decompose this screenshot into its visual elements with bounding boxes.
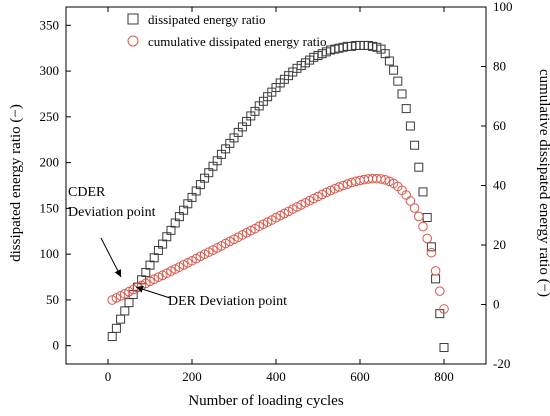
cder-data-point	[439, 304, 449, 314]
legend-label-der: dissipated energy ratio	[148, 12, 265, 27]
x-tick-label: 0	[105, 369, 112, 384]
der-data-point	[397, 89, 407, 99]
cder-data-point	[338, 180, 349, 191]
x-axis-title: Number of loading cycles	[188, 393, 344, 409]
y-right-tick-label: 20	[493, 237, 506, 252]
cder-data-point	[430, 266, 441, 276]
legend-marker-der	[127, 13, 139, 25]
y-left-tick-label: 150	[40, 200, 60, 215]
x-tick-label: 200	[182, 369, 202, 384]
y-axis-right-title: cumulative dissipated energy ratio (−)	[536, 69, 550, 297]
cder-data-point	[414, 211, 424, 222]
der-data-point	[439, 343, 449, 353]
y-right-tick-label: 60	[493, 118, 506, 133]
y-right-tick-label: 40	[493, 178, 506, 193]
der-data-point	[414, 162, 424, 172]
der-data-point	[405, 121, 415, 131]
cder-data-point	[405, 196, 416, 206]
y-left-tick-label: 300	[40, 63, 60, 78]
y-left-tick-label: 200	[40, 155, 60, 170]
cder-annotation-arrow	[100, 237, 122, 278]
der-data-point	[141, 267, 151, 277]
der-data-point	[426, 242, 436, 252]
legend-marker-cder	[127, 35, 139, 47]
y-axis-left: 0 50 100 150 200 250 300 350	[40, 17, 71, 353]
y-left-tick-label: 0	[53, 338, 60, 353]
der-data-point	[120, 306, 130, 316]
cder-data-point	[330, 183, 340, 194]
cder-annotation-line1: CDER	[68, 185, 106, 200]
der-data-point	[401, 104, 411, 114]
der-data-point	[410, 140, 420, 150]
der-data-point	[124, 298, 134, 308]
x-tick-label: 800	[434, 369, 454, 384]
cder-data-point	[325, 185, 336, 196]
cder-data-point	[380, 175, 391, 185]
y-left-tick-label: 350	[40, 17, 60, 32]
x-tick-label: 600	[350, 369, 370, 384]
annotations: CDER Deviation point DER Deviation point	[68, 185, 287, 309]
cder-data-point	[418, 221, 428, 232]
x-axis: 0 200 400 600 800	[105, 7, 454, 384]
series-cumulative-dissipated-energy-ratio	[107, 173, 449, 314]
der-data-point	[116, 314, 126, 324]
y-right-tick-label: 80	[493, 59, 506, 74]
y-right-tick-label: 100	[493, 0, 513, 14]
y-left-tick-label: 250	[40, 109, 60, 124]
y-left-tick-label: 100	[40, 246, 60, 261]
der-data-point	[149, 253, 159, 263]
cder-data-point	[334, 182, 344, 192]
cder-annotation-line2: Deviation point	[68, 205, 156, 220]
der-data-point	[145, 260, 155, 270]
cder-data-point	[321, 187, 332, 198]
der-data-point	[107, 332, 117, 342]
legend-label-cder: cumulative dissipated energy ratio	[148, 34, 326, 49]
y-axis-right: -20 0 20 40 60 80 100	[481, 0, 513, 371]
y-right-tick-label: -20	[493, 356, 510, 371]
y-right-tick-label: 0	[493, 297, 500, 312]
legend: dissipated energy ratio cumulative dissi…	[127, 12, 326, 49]
cder-data-point	[342, 179, 353, 189]
der-data-point	[389, 65, 399, 75]
cder-data-point	[426, 247, 437, 258]
der-data-point	[418, 187, 428, 197]
y-axis-left-title: dissipated energy ratio (−)	[8, 104, 24, 262]
x-tick-label: 400	[266, 369, 286, 384]
cder-data-point	[409, 203, 420, 213]
cder-data-point	[435, 286, 445, 296]
der-data-point	[422, 213, 432, 223]
der-data-point	[393, 76, 403, 86]
der-annotation-text: DER Deviation point	[168, 294, 287, 309]
der-data-point	[384, 56, 394, 66]
cder-annotation-arrowhead	[114, 269, 121, 277]
der-data-point	[111, 323, 121, 333]
cder-data-point	[153, 272, 164, 282]
y-left-tick-label: 50	[46, 292, 59, 307]
series-dissipated-energy-ratio	[107, 40, 449, 353]
cder-data-point	[422, 233, 433, 244]
der-data-point	[431, 274, 441, 284]
der-annotation-arrowhead	[136, 285, 144, 293]
